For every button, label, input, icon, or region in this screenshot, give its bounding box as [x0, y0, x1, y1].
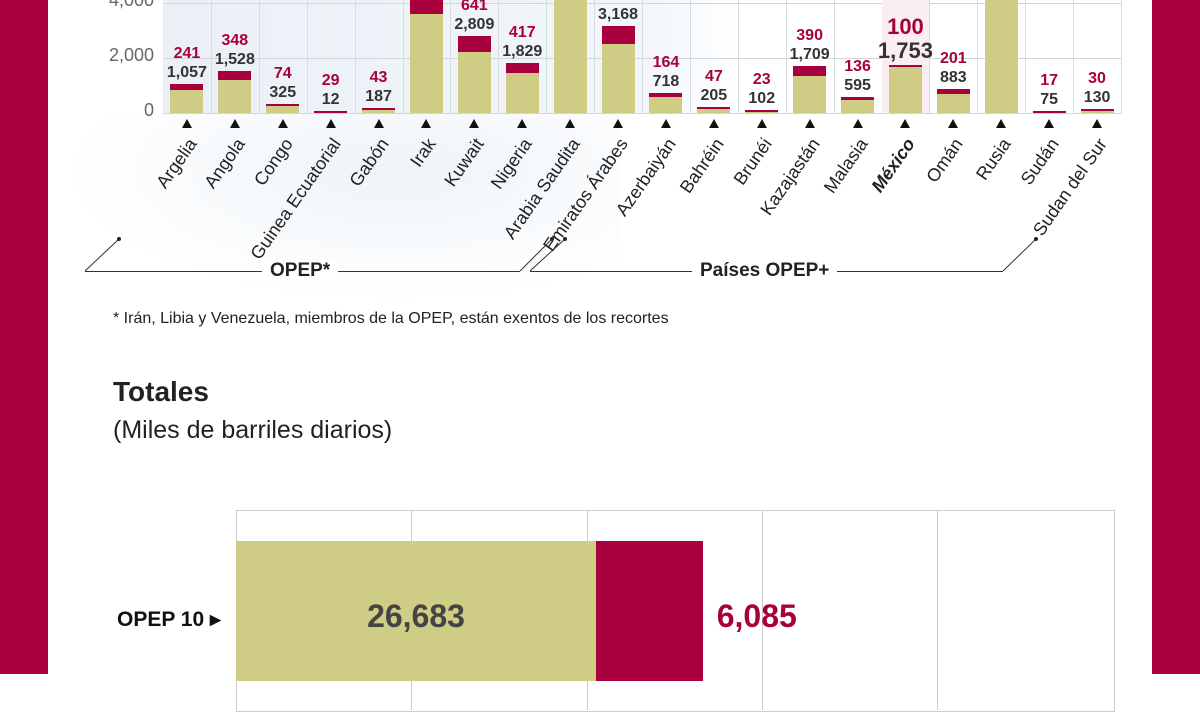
group-label-opep-plus: Países OPEP+	[692, 260, 837, 282]
bracket-dot	[1034, 237, 1038, 241]
bracket-dot	[117, 237, 121, 241]
bracket-dot	[550, 237, 554, 241]
totals-subtitle: (Miles de barriles diarios)	[113, 416, 392, 445]
cut-total-label: 6,085	[717, 598, 797, 635]
bracket-diagonals	[0, 0, 1200, 300]
opep-plus-bracket-right	[1003, 239, 1036, 271]
base-total-label: 26,683	[236, 598, 596, 635]
category-label-opep10: OPEP 10 ▸	[117, 607, 221, 632]
footnote: * Irán, Libia y Venezuela, miembros de l…	[113, 310, 669, 328]
gridline	[937, 510, 938, 710]
bar-cut-total	[596, 541, 703, 681]
totals-title: Totales	[113, 376, 209, 408]
bracket-dot	[563, 237, 567, 241]
group-label-opep: OPEP*	[262, 260, 338, 282]
opep-bracket-left	[85, 239, 119, 271]
